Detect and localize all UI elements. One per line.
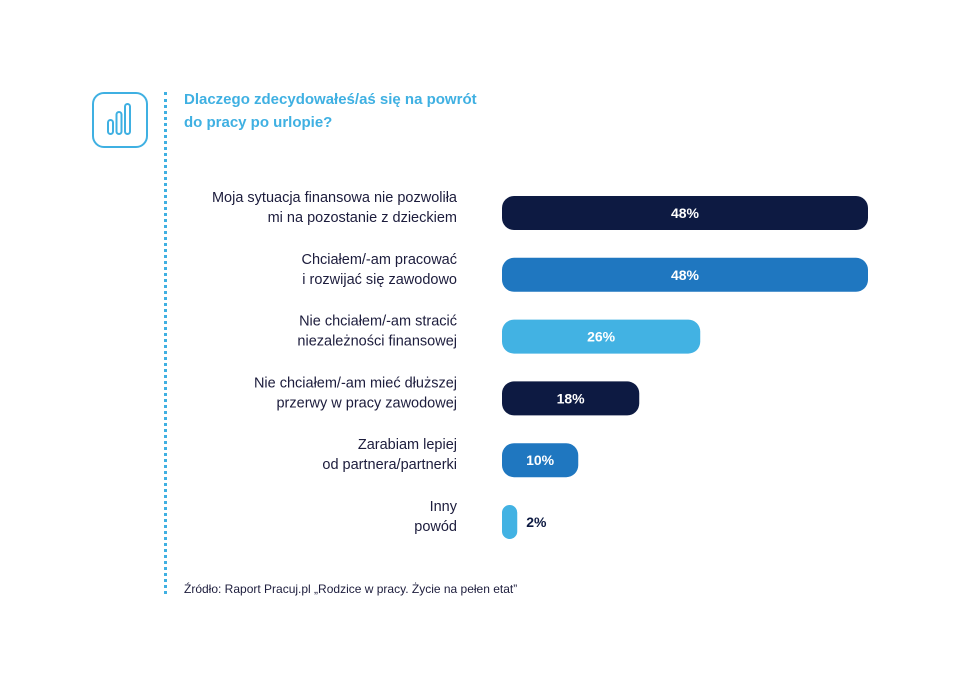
bar <box>502 381 640 416</box>
bar <box>502 196 868 230</box>
value-label: 10% <box>526 452 555 468</box>
category-label: Nie chciałem/-am mieć dłuższej przerwy w … <box>254 375 457 411</box>
value-label: 48% <box>671 267 700 283</box>
bar <box>502 257 868 292</box>
chart-title: Dlaczego zdecydowałeś/aś się na powrót d… <box>184 91 477 131</box>
dotted-divider <box>164 92 167 594</box>
bar <box>502 505 518 539</box>
category-label: Inny powód <box>414 499 457 535</box>
bar-chart-icon <box>92 92 148 148</box>
category-label: Zarabiam lepiej od partnera/partnerki <box>322 437 457 473</box>
category-label: Nie chciałem/-am stracić niezależności fi… <box>297 314 457 350</box>
source-note: Źródło: Raport Pracuj.pl „Rodzice w prac… <box>184 582 518 596</box>
value-label: 26% <box>587 329 616 345</box>
value-label: 18% <box>557 390 586 406</box>
bar <box>502 319 701 354</box>
value-label: 48% <box>671 205 700 221</box>
value-label: 2% <box>526 514 547 530</box>
bar <box>502 443 579 478</box>
category-label: Chciałem/-am pracować i rozwijać się zawo… <box>301 252 457 288</box>
category-label: Moja sytuacja finansowa nie pozwoliła mi … <box>212 190 458 226</box>
